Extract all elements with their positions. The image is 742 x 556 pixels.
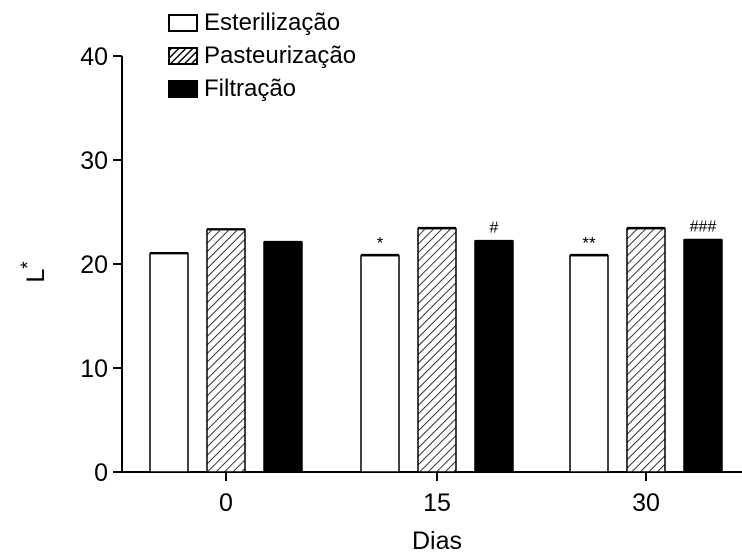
bar: [263, 241, 303, 473]
bar: [360, 254, 400, 473]
bar: [206, 228, 246, 473]
legend-swatch-white: [168, 13, 198, 32]
x-tick-label: 0: [219, 489, 233, 517]
legend-label: Filtração: [204, 74, 297, 102]
legend-label: Esterilização: [204, 8, 341, 36]
y-tick-label: 40: [80, 43, 108, 71]
bar: [417, 227, 457, 473]
bar: [569, 254, 609, 473]
significance-marker: ###: [690, 219, 717, 236]
x-tick-label: 15: [423, 489, 451, 517]
y-tick-label: 10: [80, 355, 108, 383]
annotations: * # ** ###: [377, 219, 717, 253]
x-tick-label: 30: [632, 489, 660, 517]
legend-swatch-hatched: [168, 46, 198, 65]
y-tick-label: 20: [80, 251, 108, 279]
axis-titles: Dias L*: [18, 261, 462, 555]
y-tick-label: 30: [80, 147, 108, 175]
bar: [626, 227, 666, 473]
bar: [474, 240, 514, 473]
significance-marker: *: [377, 234, 384, 253]
legend-label: Pasteurização: [204, 41, 357, 69]
y-axis: 0 10 20 30 40: [80, 43, 123, 487]
x-axis-title: Dias: [412, 527, 462, 555]
bars: [149, 226, 723, 473]
x-axis: 0 15 30: [122, 471, 742, 517]
significance-marker: #: [490, 220, 499, 237]
significance-marker: **: [582, 234, 596, 253]
legend-item-filtracao: Filtração: [168, 72, 356, 105]
y-axis-title: L*: [18, 261, 50, 283]
legend: Esterilização Pasteurização Filtração: [168, 6, 356, 105]
legend-swatch-black: [168, 79, 198, 98]
bar: [149, 252, 189, 473]
legend-item-esterilizacao: Esterilização: [168, 6, 356, 39]
legend-item-pasteurizacao: Pasteurização: [168, 39, 356, 72]
bar: [683, 239, 723, 473]
y-tick-label: 0: [94, 459, 108, 487]
